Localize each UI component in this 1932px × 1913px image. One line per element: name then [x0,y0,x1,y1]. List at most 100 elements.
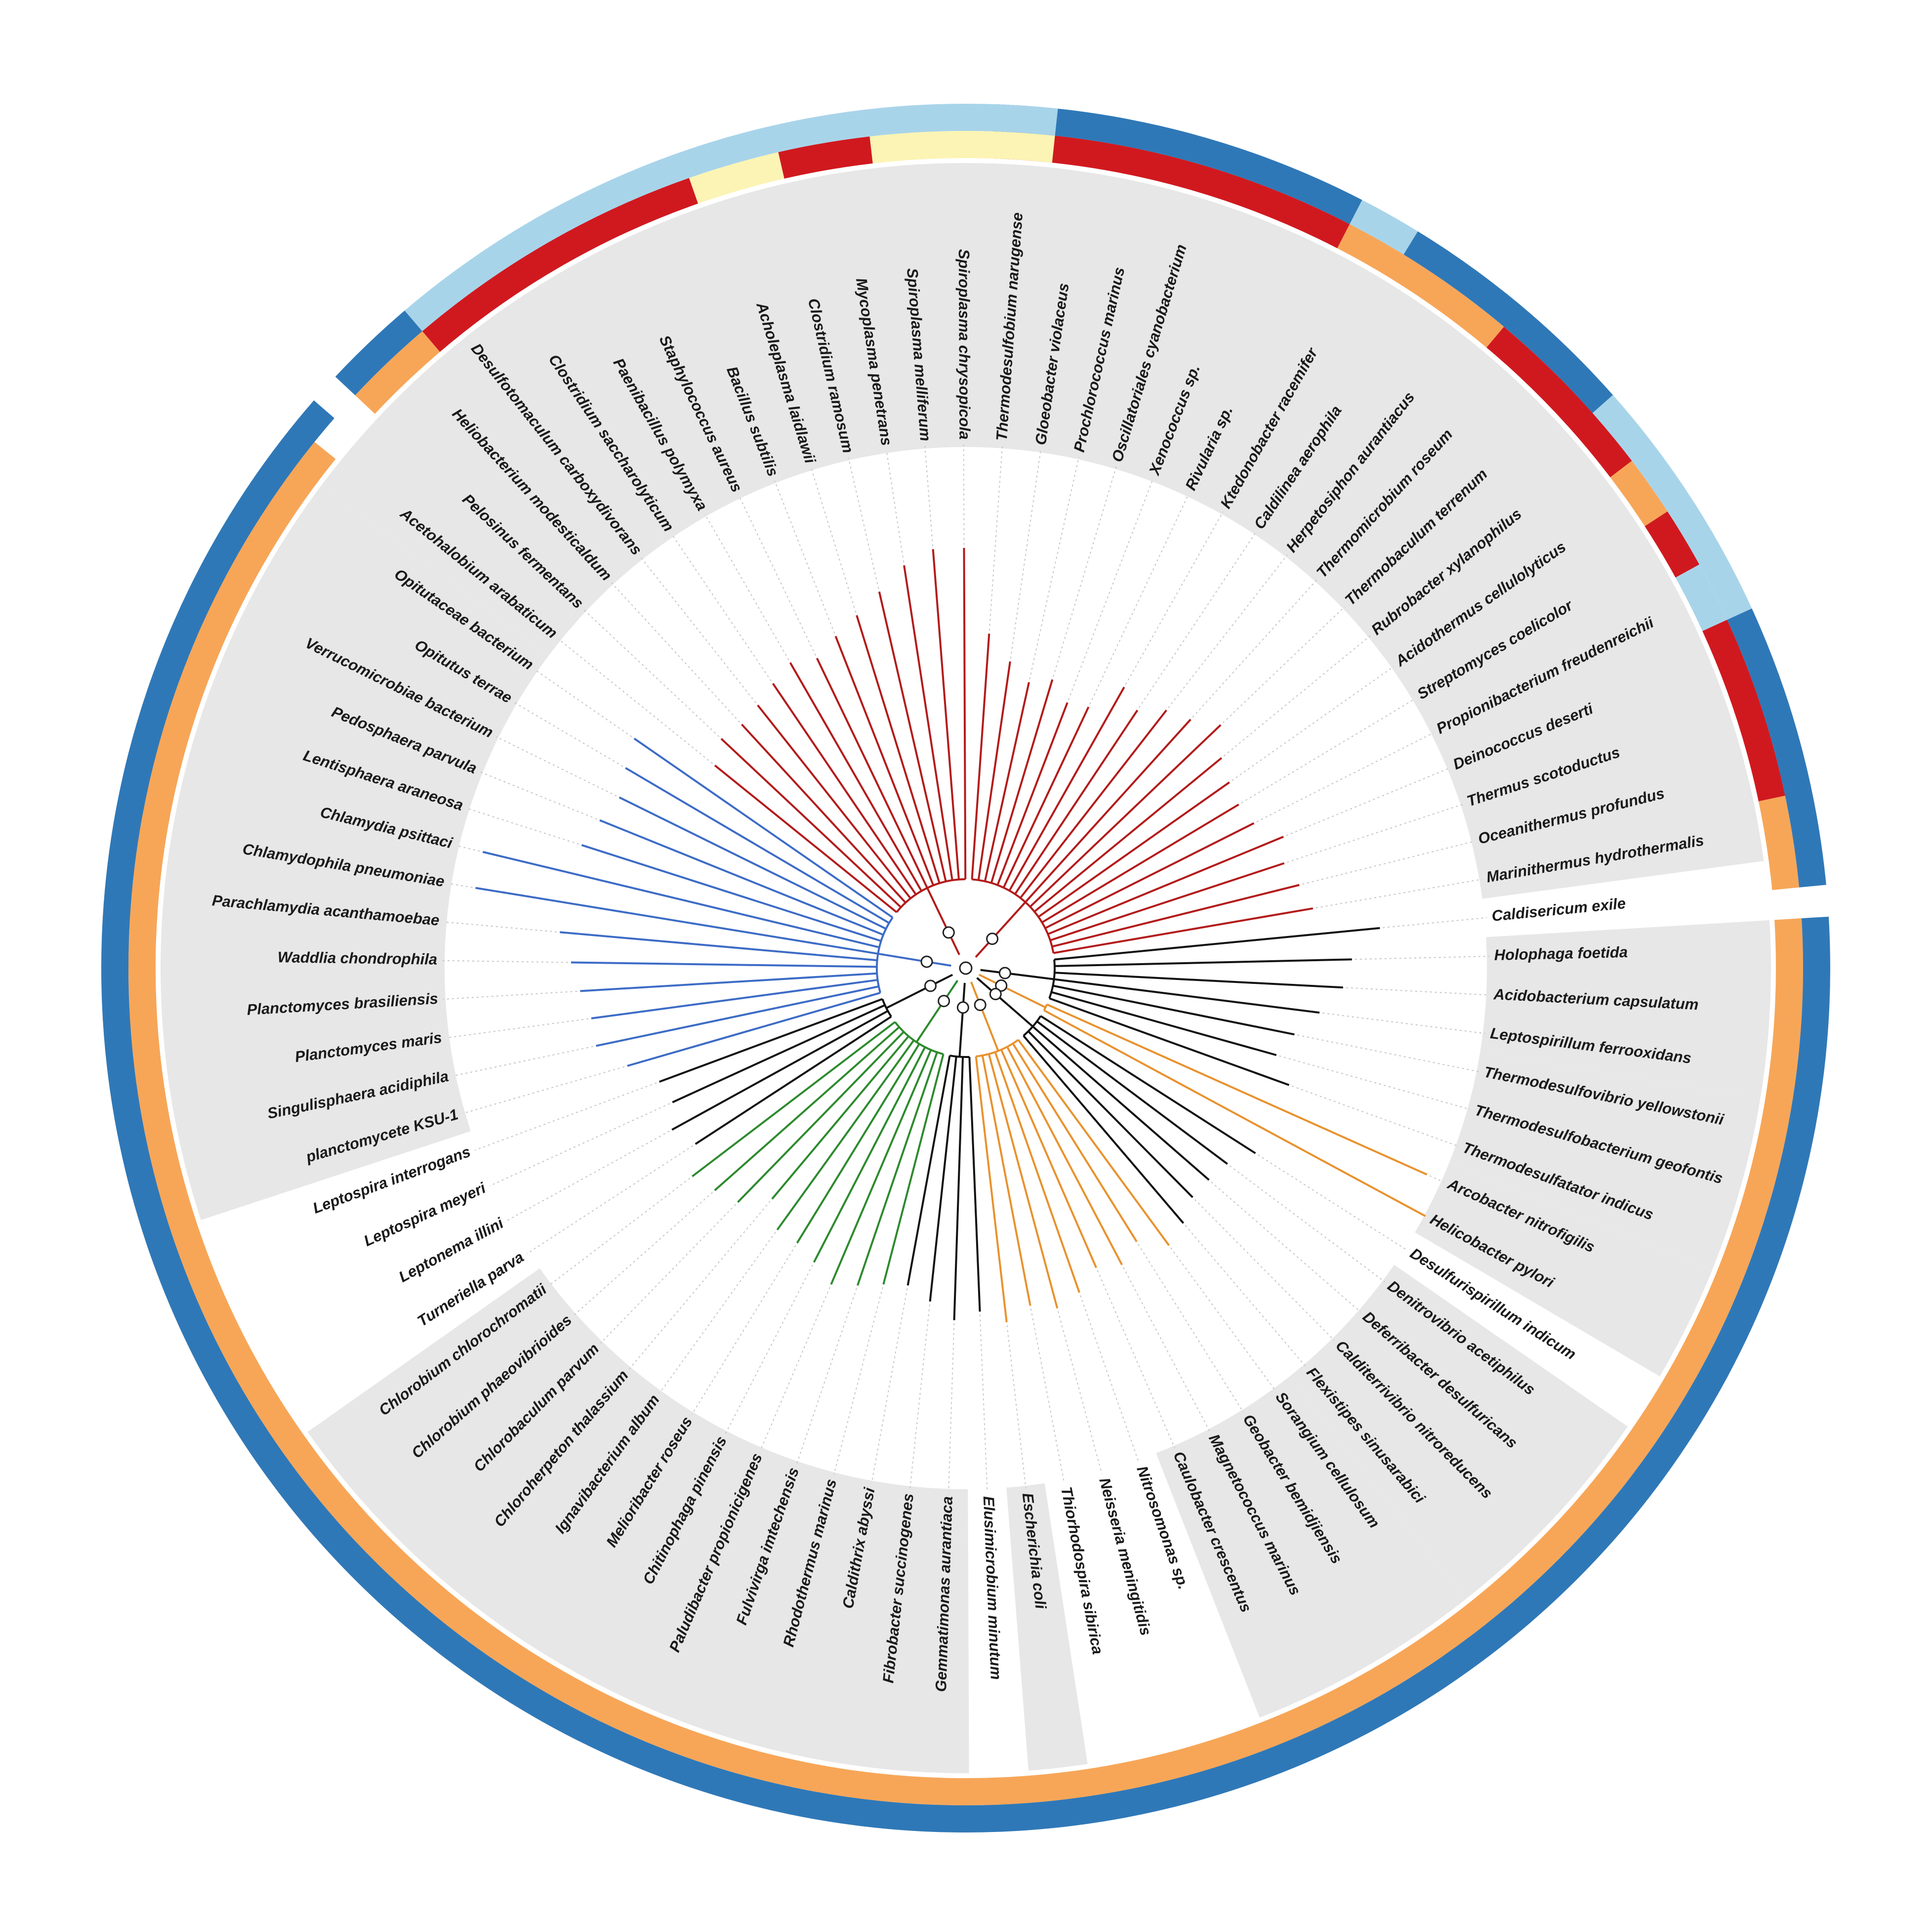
leaf-branch [1012,1043,1138,1242]
leader-line [811,467,857,613]
leader-line [628,1201,771,1370]
leader-line [1222,606,1345,724]
leaf-branch [692,1021,896,1178]
leaf-branch [671,1010,889,1131]
clade-shade-band [1415,1163,1713,1377]
leader-line [573,1192,713,1316]
leader-line [1080,1295,1140,1463]
outer-ring-segment [1592,395,1752,620]
leaf-branch [1043,1009,1426,1217]
leaf-branch [953,1057,964,1320]
leaf-branch [672,1004,886,1103]
leader-line [1322,1012,1485,1034]
leader-line [1010,449,1041,659]
leaf-branch [1037,781,1230,918]
annotation-rings [101,104,1831,1832]
leaf-branch [1032,1025,1210,1181]
taxon-label: Caldisericum exile [1491,895,1626,925]
leaf-branch [1036,1020,1228,1165]
support-node [986,933,999,945]
leader-line [1097,1270,1176,1449]
leaf-branch [599,819,884,936]
leader-line [495,736,617,797]
clade-stem [975,901,1027,958]
leaf-branch [1014,709,1139,895]
leaf-branch [1000,1049,1097,1268]
leader-line [527,1145,694,1255]
clade-shade-band [1289,1264,1628,1600]
leader-line [1223,635,1371,757]
leaf-branch [834,636,935,886]
leaf-branch [581,844,882,942]
clade-shade-band [1156,1377,1466,1718]
leaf-branch [1053,984,1295,1036]
leader-line [1211,1181,1361,1312]
leaf-branch [816,657,928,889]
leader-line [467,808,579,845]
leader-line [453,1046,593,1077]
root-node [959,961,973,975]
leader-line [1029,456,1079,680]
leader-line [535,669,632,737]
leaf-branch [968,1057,981,1312]
support-node [989,988,1002,1001]
leader-line [1185,1225,1306,1367]
leader-line [1006,1325,1027,1489]
clade-stem [886,974,953,1009]
leaf-branch [1054,927,1380,961]
leaf-branch [987,1054,1059,1309]
leaf-branch [596,985,879,1047]
leader-line [1297,1034,1480,1072]
leaf-branch [1054,958,1352,967]
inner-ring-segment [1702,619,1785,802]
leaf-branch [1054,972,1343,989]
leaf-branch [932,549,960,880]
leaf-branch [990,679,1054,884]
clade-shade-band [1480,920,1771,1099]
leaf-branch [714,765,898,913]
leaf-branch [1044,822,1255,929]
clade-stem [915,979,959,1043]
leader-line [1192,579,1317,718]
support-node [942,926,955,939]
branches-layer [475,548,1428,1323]
leaf-branch [929,1056,957,1302]
leader-line [739,496,817,656]
leaf-branch [878,591,947,882]
leaf-branch [830,1049,932,1285]
leader-line [1291,1085,1459,1147]
leader-line [1053,466,1117,677]
leader-line [1287,804,1464,863]
leader-line [1302,841,1474,885]
support-node [920,955,933,968]
leaf-branch [963,548,967,880]
leader-line [558,638,713,764]
leader-line [1125,512,1224,685]
leader-line [1194,1199,1335,1341]
clade-shade-band [983,163,1764,899]
leaf-branch [633,737,894,919]
leaf-branch [659,998,883,1083]
taxon-label: Elusimicrobium minutum [980,1496,1005,1680]
inner-ring-segment [869,130,1055,163]
leader-line [1256,732,1434,822]
leader-line [848,457,879,589]
leader-line [1057,1311,1103,1474]
leaf-branch [1006,1046,1123,1265]
support-node [956,1001,969,1014]
leaf-branch [906,1055,951,1286]
leader-line [443,990,577,1000]
leaf-branch [1008,687,1125,892]
leaf-branch [776,1039,915,1231]
leaf-branch [737,1031,904,1203]
leaf-branch [714,1026,900,1191]
leaf-branch [1049,997,1290,1086]
leaf-branch [975,1056,1008,1323]
leader-line [444,921,557,933]
leaf-branch [1047,836,1284,936]
leaf-branch [1025,719,1192,903]
leaf-branch [1041,803,1239,924]
leader-line [871,1288,908,1483]
leaf-branch [1051,991,1277,1057]
